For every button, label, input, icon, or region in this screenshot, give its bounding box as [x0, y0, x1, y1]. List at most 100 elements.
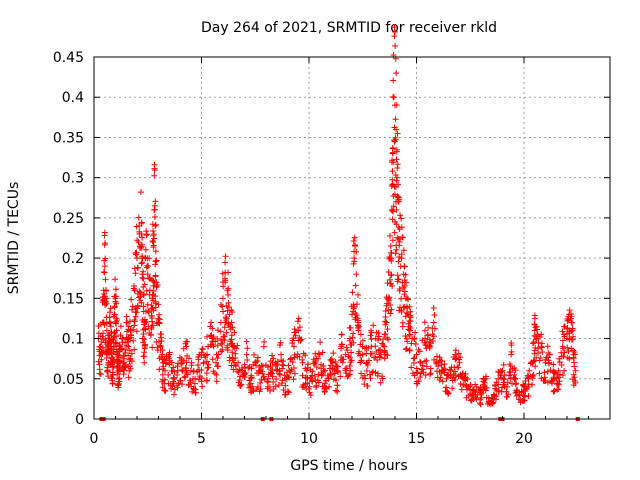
data-point — [391, 229, 398, 236]
data-point — [162, 387, 169, 394]
data-point — [132, 270, 139, 277]
data-point — [112, 339, 119, 346]
data-point — [267, 363, 274, 370]
data-point — [431, 325, 438, 332]
data-point — [290, 343, 297, 350]
data-point — [209, 338, 216, 345]
data-point — [97, 371, 104, 378]
data-point — [308, 378, 315, 385]
data-point — [399, 234, 406, 241]
data-point — [184, 352, 191, 359]
data-point — [243, 338, 250, 345]
data-point — [98, 356, 105, 363]
data-point — [542, 377, 549, 384]
data-point — [188, 359, 195, 366]
data-point — [111, 343, 118, 350]
data-point — [531, 315, 538, 322]
data-point — [228, 332, 235, 339]
data-point — [443, 384, 450, 391]
data-point — [251, 351, 258, 358]
data-point — [181, 374, 188, 381]
data-point — [545, 360, 552, 367]
data-point — [570, 382, 577, 389]
data-point — [448, 374, 455, 381]
data-point — [137, 293, 144, 300]
data-point — [152, 261, 159, 268]
data-point — [368, 350, 375, 357]
data-point — [133, 249, 140, 256]
data-point — [452, 368, 459, 375]
data-point — [112, 276, 119, 283]
data-point — [461, 376, 468, 383]
data-point — [346, 337, 353, 344]
y-tick-label: 0.2 — [62, 251, 84, 267]
data-point — [413, 365, 420, 372]
data-point — [281, 391, 288, 398]
data-point — [395, 181, 402, 188]
data-point — [541, 374, 548, 381]
data-point — [458, 373, 465, 380]
data-point — [401, 263, 408, 270]
data-point — [225, 285, 232, 292]
data-point — [152, 248, 159, 255]
data-point — [102, 255, 109, 262]
data-point — [325, 375, 332, 382]
data-point — [203, 370, 210, 377]
data-point — [127, 355, 134, 362]
data-point — [382, 308, 389, 315]
data-point — [202, 354, 209, 361]
x-axis: 0 5 10 15 20 — [90, 57, 589, 447]
data-point — [278, 351, 285, 358]
data-point — [161, 387, 168, 394]
data-point — [111, 329, 118, 336]
data-point — [231, 359, 238, 366]
data-point — [139, 234, 146, 241]
data-point — [364, 382, 371, 389]
data-point — [113, 320, 120, 327]
data-point — [403, 345, 410, 352]
data-point — [347, 324, 354, 331]
data-point — [556, 355, 563, 362]
data-point — [375, 336, 382, 343]
data-point — [534, 326, 541, 333]
data-point — [354, 291, 361, 298]
data-point — [313, 364, 320, 371]
data-point — [231, 329, 238, 336]
data-point — [287, 356, 294, 363]
data-point — [138, 241, 145, 248]
data-point — [419, 362, 426, 369]
data-point — [561, 367, 568, 374]
data-point — [204, 364, 211, 371]
data-point — [364, 361, 371, 368]
data-point — [273, 375, 280, 382]
data-point — [306, 383, 313, 390]
data-point — [444, 388, 451, 395]
data-point — [394, 272, 401, 279]
data-point — [402, 271, 409, 278]
data-point — [447, 367, 454, 374]
data-point — [321, 385, 328, 392]
data-point — [387, 255, 394, 262]
data-point — [304, 361, 311, 368]
data-point — [410, 360, 417, 367]
data-point — [140, 283, 147, 290]
data-point — [117, 354, 124, 361]
data-point — [294, 318, 301, 325]
data-point — [170, 364, 177, 371]
data-point — [141, 343, 148, 350]
data-point — [223, 315, 230, 322]
data-point — [150, 244, 157, 251]
data-point — [400, 247, 407, 254]
data-point — [209, 356, 216, 363]
data-point — [160, 363, 167, 370]
data-point — [389, 283, 396, 290]
data-point — [339, 359, 346, 366]
data-point — [397, 212, 404, 219]
data-point — [236, 366, 243, 373]
y-tick-label: 0.1 — [62, 332, 84, 348]
data-point — [394, 193, 401, 200]
data-point — [417, 370, 424, 377]
data-point — [101, 229, 108, 236]
data-point — [229, 340, 236, 347]
data-point — [149, 344, 156, 351]
